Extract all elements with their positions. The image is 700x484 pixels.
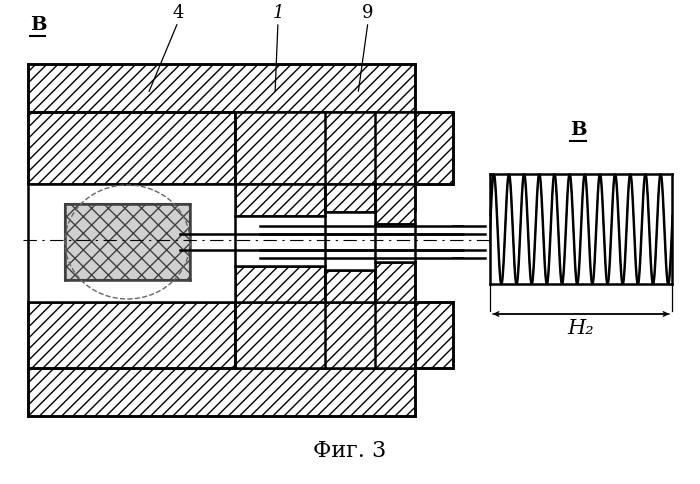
Polygon shape: [235, 184, 325, 216]
Polygon shape: [28, 302, 235, 368]
Text: Фиг. 3: Фиг. 3: [314, 440, 386, 462]
Polygon shape: [415, 112, 453, 184]
Text: В: В: [570, 121, 587, 139]
Text: 1: 1: [272, 4, 284, 22]
Text: H₂: H₂: [568, 319, 594, 338]
Bar: [235, 216, 325, 266]
Bar: [415, 212, 465, 250]
Text: 4: 4: [172, 4, 183, 22]
Polygon shape: [375, 262, 415, 302]
Polygon shape: [28, 368, 415, 416]
Polygon shape: [28, 112, 235, 184]
Polygon shape: [325, 270, 375, 302]
Text: В: В: [30, 16, 47, 34]
Polygon shape: [415, 302, 453, 368]
Bar: [325, 212, 375, 270]
Polygon shape: [235, 112, 415, 184]
Polygon shape: [235, 266, 325, 302]
Polygon shape: [65, 204, 190, 280]
Polygon shape: [325, 184, 375, 212]
Bar: [29, 184, 235, 302]
Text: 9: 9: [363, 4, 374, 22]
Polygon shape: [28, 64, 415, 112]
Polygon shape: [235, 302, 415, 368]
Bar: [375, 224, 415, 262]
Polygon shape: [375, 184, 415, 224]
